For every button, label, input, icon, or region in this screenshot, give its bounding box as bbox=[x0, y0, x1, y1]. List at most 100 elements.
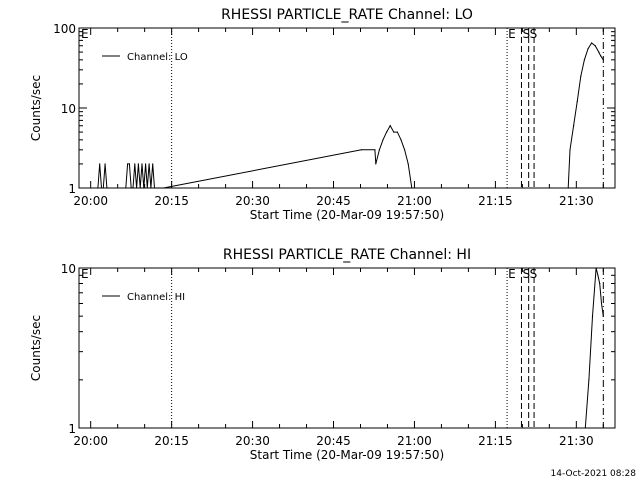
footer-timestamp: 14-Oct-2021 08:28 bbox=[551, 469, 637, 479]
x-tick-label: 20:15 bbox=[154, 434, 189, 448]
plot-frame bbox=[78, 267, 616, 429]
x-tick-label: 21:00 bbox=[397, 434, 432, 448]
data-point bbox=[104, 163, 106, 165]
event-label: E bbox=[81, 267, 89, 281]
x-tick-label: 20:45 bbox=[316, 194, 351, 208]
data-point bbox=[602, 59, 604, 61]
x-tick-label: 20:30 bbox=[235, 194, 270, 208]
data-point bbox=[144, 163, 147, 165]
data-point bbox=[403, 149, 406, 151]
data-point bbox=[602, 315, 604, 317]
data-point bbox=[162, 187, 165, 189]
data-point bbox=[130, 187, 132, 189]
x-tick-label: 20:00 bbox=[73, 434, 108, 448]
data-point bbox=[591, 42, 593, 44]
data-point bbox=[146, 187, 148, 189]
data-point bbox=[148, 163, 150, 165]
data-point bbox=[360, 149, 362, 151]
data-point bbox=[153, 187, 156, 189]
data-point bbox=[567, 187, 569, 189]
legend-entry: Channel: HI bbox=[127, 292, 185, 303]
y-axis-label: Counts/sec bbox=[29, 315, 43, 381]
data-point bbox=[143, 187, 145, 189]
x-tick-label: 20:45 bbox=[316, 434, 351, 448]
data-point bbox=[569, 149, 571, 151]
data-point bbox=[382, 139, 384, 141]
x-tick-label: 21:30 bbox=[559, 194, 594, 208]
data-point bbox=[385, 131, 388, 133]
data-point bbox=[587, 48, 589, 50]
data-point bbox=[580, 75, 582, 77]
chart-panel-2: RHESSI PARTICLE_RATE Channel: HI 20:00 20:… bbox=[29, 247, 616, 462]
series-line-1 bbox=[584, 267, 604, 429]
data-point bbox=[375, 163, 377, 165]
data-point bbox=[583, 59, 586, 61]
data-point bbox=[100, 187, 103, 189]
data-point bbox=[99, 163, 101, 165]
y-tick-label: 1 bbox=[68, 422, 76, 436]
data-point bbox=[396, 131, 398, 133]
x-axis-label: Start Time (20-Mar-09 19:57:50) bbox=[250, 448, 444, 462]
chart-title: RHESSI PARTICLE_RATE Channel: LO bbox=[221, 7, 473, 23]
x-tick-label: 20:15 bbox=[154, 194, 189, 208]
data-point bbox=[128, 163, 130, 165]
y-tick-label: 10 bbox=[61, 262, 76, 276]
x-tick-label: 20:00 bbox=[73, 194, 108, 208]
x-tick-label: 21:15 bbox=[478, 194, 513, 208]
data-point bbox=[407, 163, 409, 165]
event-label: E bbox=[508, 267, 516, 281]
data-point bbox=[389, 125, 391, 127]
data-point bbox=[125, 187, 127, 189]
data-point bbox=[591, 315, 594, 317]
event-label: S bbox=[530, 267, 538, 281]
data-point bbox=[134, 163, 136, 165]
data-point bbox=[141, 163, 143, 165]
data-point bbox=[378, 149, 380, 151]
data-point bbox=[106, 187, 108, 189]
data-point bbox=[137, 163, 139, 165]
data-point bbox=[155, 187, 157, 189]
event-label: S bbox=[530, 27, 538, 41]
event-label: S bbox=[522, 267, 530, 281]
data-point bbox=[600, 302, 603, 305]
data-point bbox=[108, 187, 110, 189]
event-label: E bbox=[81, 27, 89, 41]
data-point bbox=[161, 187, 163, 189]
x-tick-label: 21:00 bbox=[397, 194, 432, 208]
y-axis-label: Counts/sec bbox=[29, 75, 43, 141]
data-point bbox=[102, 187, 104, 189]
data-point bbox=[139, 187, 141, 189]
data-point bbox=[576, 101, 578, 103]
x-axis-label: Start Time (20-Mar-09 19:57:50) bbox=[250, 208, 444, 222]
data-point bbox=[588, 379, 590, 381]
legend-entry: Channel: LO bbox=[127, 52, 188, 63]
data-point bbox=[594, 45, 596, 47]
data-point bbox=[152, 163, 154, 165]
data-point bbox=[135, 187, 138, 189]
x-tick-label: 21:15 bbox=[478, 434, 513, 448]
data-point bbox=[393, 131, 395, 133]
data-point bbox=[132, 187, 134, 189]
data-point bbox=[599, 282, 601, 285]
data-point bbox=[374, 149, 376, 151]
data-point bbox=[150, 187, 152, 189]
data-point bbox=[584, 427, 586, 429]
data-point bbox=[600, 55, 602, 57]
event-label: S bbox=[522, 27, 530, 41]
data-point bbox=[597, 274, 599, 276]
chart-title: RHESSI PARTICLE_RATE Channel: HI bbox=[223, 247, 471, 263]
data-point bbox=[157, 187, 159, 189]
data-point bbox=[598, 51, 600, 53]
data-point bbox=[595, 267, 597, 269]
data-point bbox=[411, 187, 413, 189]
x-tick-label: 21:30 bbox=[559, 434, 594, 448]
data-point bbox=[126, 163, 129, 165]
data-point bbox=[97, 187, 99, 189]
data-point bbox=[159, 187, 161, 189]
y-tick-label: 1 bbox=[68, 182, 76, 196]
x-tick-label: 20:30 bbox=[235, 434, 270, 448]
data-point bbox=[400, 139, 402, 141]
event-label: E bbox=[508, 27, 516, 41]
chart-panel-1: RHESSI PARTICLE_RATE Channel: LO 20:00 20:… bbox=[29, 7, 616, 222]
